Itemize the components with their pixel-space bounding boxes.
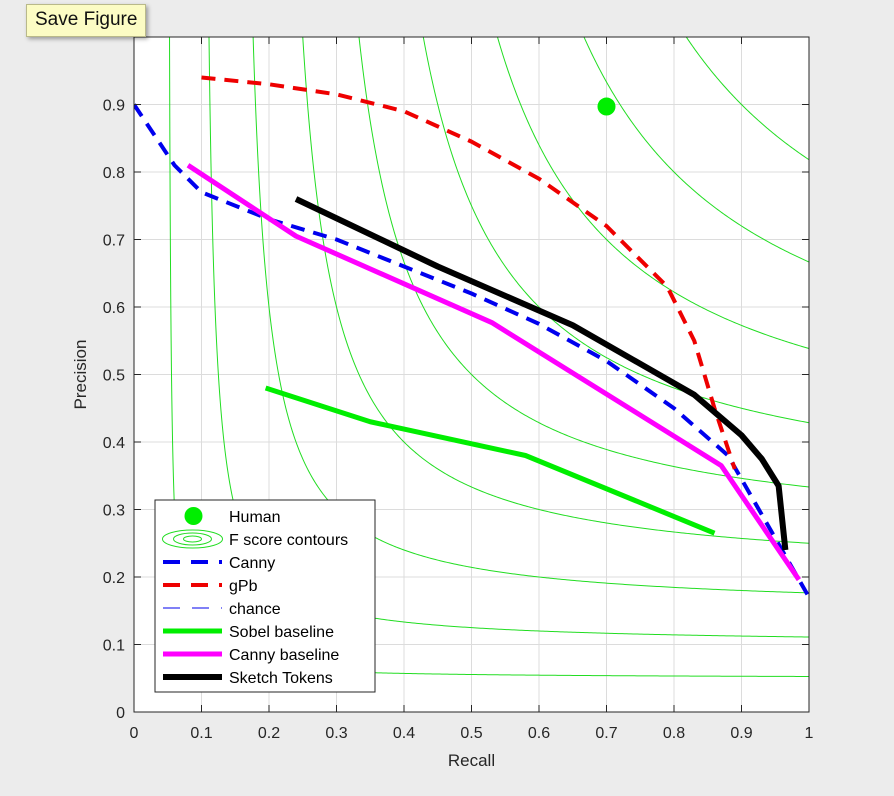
y-tick-label: 0.1: [103, 638, 125, 655]
y-tick-label: 0: [116, 705, 125, 722]
x-tick-label: 0.9: [730, 725, 752, 742]
legend-human-swatch: [184, 507, 203, 525]
x-tick-label: 0.5: [460, 725, 482, 742]
y-tick-label: 0.5: [103, 368, 125, 385]
x-tick-label: 0.3: [325, 725, 347, 742]
legend-label: Sketch Tokens: [229, 670, 333, 687]
series-line-gpb: [201, 75, 737, 470]
axis-ticks: 0 0.1 0.2 0.3 0.4 0.5 0.6 0.7 0.8 0.9 1 0 0.1 0.2 0.3 0…: [103, 37, 814, 742]
y-axis-title: Precision: [71, 340, 90, 410]
legend-label: Canny: [229, 555, 275, 572]
legend-contour-swatch: [173, 532, 212, 546]
y-tick-label: 0.9: [103, 98, 125, 115]
legend-label: Sobel baseline: [229, 624, 334, 641]
save-figure-tooltip: Save Figure: [26, 4, 147, 37]
series-group: [134, 75, 809, 599]
x-tick-label: 0.2: [258, 725, 280, 742]
legend-contour-swatch: [162, 529, 223, 549]
series-line-canny: [134, 103, 809, 599]
y-tick-label: 0.4: [103, 435, 125, 452]
y-tick-label: 0.3: [103, 503, 125, 520]
series-line-sketch-tokens: [294, 196, 789, 551]
x-axis-title: Recall: [448, 751, 495, 770]
legend-label: Human: [229, 509, 281, 526]
legend-label: F score contours: [229, 532, 348, 549]
x-tick-label: 0.6: [528, 725, 550, 742]
f-score-contour: [252, 37, 809, 594]
x-tick-label: 0.8: [663, 725, 685, 742]
y-tick-label: 0.2: [103, 570, 125, 587]
x-tick-label: 1: [805, 725, 814, 742]
x-tick-label: 0.7: [595, 725, 617, 742]
y-tick-label: 0.8: [103, 165, 125, 182]
f-score-contour: [496, 37, 809, 350]
x-tick-label: 0: [130, 725, 139, 742]
f-score-contour: [302, 37, 809, 544]
human-marker-group: [597, 97, 616, 116]
x-tick-label: 0.1: [190, 725, 212, 742]
legend: Human F score contours Canny gPb chance Sobel…: [154, 499, 376, 693]
series-line-sobel-baseline: [264, 385, 716, 536]
f-score-contour: [685, 37, 809, 161]
legend-box: [154, 499, 376, 693]
y-tick-label: 0.7: [103, 233, 125, 250]
f-score-contour: [583, 37, 809, 263]
human-point: [597, 97, 616, 116]
legend-label: gPb: [229, 578, 258, 595]
x-tick-label: 0.4: [393, 725, 415, 742]
legend-label: chance: [229, 601, 281, 618]
legend-contour-swatch: [183, 535, 202, 543]
f-score-contour: [358, 37, 809, 488]
legend-label: Canny baseline: [229, 647, 339, 664]
series-line-canny-baseline: [186, 163, 801, 582]
y-tick-label: 0.6: [103, 300, 125, 317]
